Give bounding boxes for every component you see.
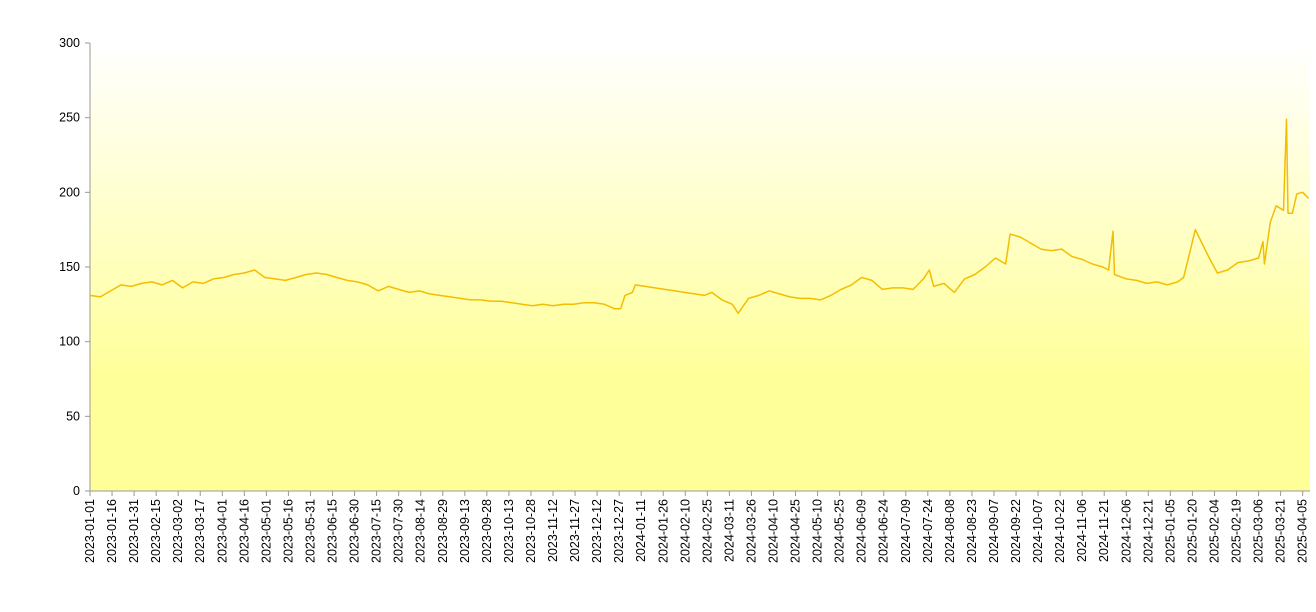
x-tick-label: 2024-10-22 [1053,499,1067,563]
x-tick-label: 2024-03-26 [744,499,758,563]
x-tick-label: 2024-09-22 [1009,499,1023,563]
x-tick-label: 2025-02-19 [1230,499,1244,563]
x-tick-label: 2023-01-16 [105,499,119,563]
x-tick-label: 2023-09-28 [480,499,494,563]
x-tick-label: 2023-06-30 [348,499,362,563]
x-tick-label: 2024-08-08 [943,499,957,563]
x-tick-label: 2024-02-10 [678,499,692,563]
x-tick-label: 2023-07-15 [370,499,384,563]
x-tick-label: 2024-01-11 [634,499,648,562]
y-tick-label: 200 [59,185,80,199]
x-tick-label: 2024-12-21 [1141,499,1155,563]
x-tick-label: 2023-01-31 [127,499,141,563]
x-tick-label: 2024-07-24 [921,499,935,563]
x-tick-label: 2024-05-10 [811,499,825,563]
x-tick-label: 2024-03-11 [722,499,736,562]
x-tick-label: 2023-10-28 [524,499,538,563]
x-tick-label: 2025-01-20 [1185,499,1199,563]
y-tick-label: 250 [59,111,80,125]
x-tick-label: 2023-04-16 [237,499,251,563]
x-tick-label: 2023-03-02 [171,499,185,563]
plot-background [90,43,1310,491]
x-tick-label: 2023-11-12 [546,499,560,562]
x-tick-label: 2023-02-15 [149,499,163,563]
x-tick-label: 2024-04-10 [766,499,780,563]
x-tick-label: 2025-02-04 [1207,499,1221,563]
x-tick-label: 2023-05-16 [281,499,295,563]
x-tick-label: 2023-05-31 [303,499,317,563]
x-tick-label: 2024-11-21 [1097,499,1111,562]
x-tick-label: 2023-11-27 [568,499,582,562]
x-tick-label: 2023-10-13 [502,499,516,563]
y-tick-label: 300 [59,36,80,50]
x-tick-label: 2024-01-26 [656,499,670,563]
x-tick-label: 2023-12-27 [612,499,626,563]
x-tick-label: 2024-04-25 [789,499,803,563]
x-tick-label: 2023-08-14 [414,499,428,563]
x-tick-label: 2023-06-15 [326,499,340,563]
x-tick-label: 2025-03-21 [1274,499,1288,563]
x-tick-label: 2024-07-09 [899,499,913,563]
y-tick-label: 100 [59,335,80,349]
line [89,118,1310,315]
y-tick-label: 150 [59,260,80,274]
x-tick-label: 2023-07-30 [392,499,406,563]
x-tick-label: 2023-08-29 [436,499,450,563]
x-tick-label: 2023-04-01 [215,499,229,563]
x-tick-label: 2025-01-05 [1163,499,1177,563]
x-tick-label: 2023-05-01 [259,499,273,563]
x-tick-label: 2023-09-13 [458,499,472,563]
x-tick-label: 2023-01-01 [83,499,97,563]
x-tick-label: 2023-12-12 [590,499,604,563]
x-tick-label: 2024-06-24 [877,499,891,563]
x-tick-label: 2025-04-05 [1296,499,1310,563]
x-tick-label: 2024-10-07 [1031,499,1045,563]
x-tick-label: 2024-08-23 [965,499,979,563]
x-tick-label: 2024-09-07 [987,499,1001,563]
x-tick-label: 2025-03-06 [1252,499,1266,563]
x-tick-label: 2024-05-25 [833,499,847,563]
x-tick-label: 2024-02-25 [700,499,714,563]
x-tick-label: 2024-06-09 [855,499,869,563]
x-tick-label: 2024-12-06 [1119,499,1133,563]
y-tick-label: 50 [66,409,80,423]
x-tick-label: 2024-11-06 [1075,499,1089,562]
x-tick-label: 2023-03-17 [193,499,207,563]
y-tick-label: 0 [73,484,80,498]
